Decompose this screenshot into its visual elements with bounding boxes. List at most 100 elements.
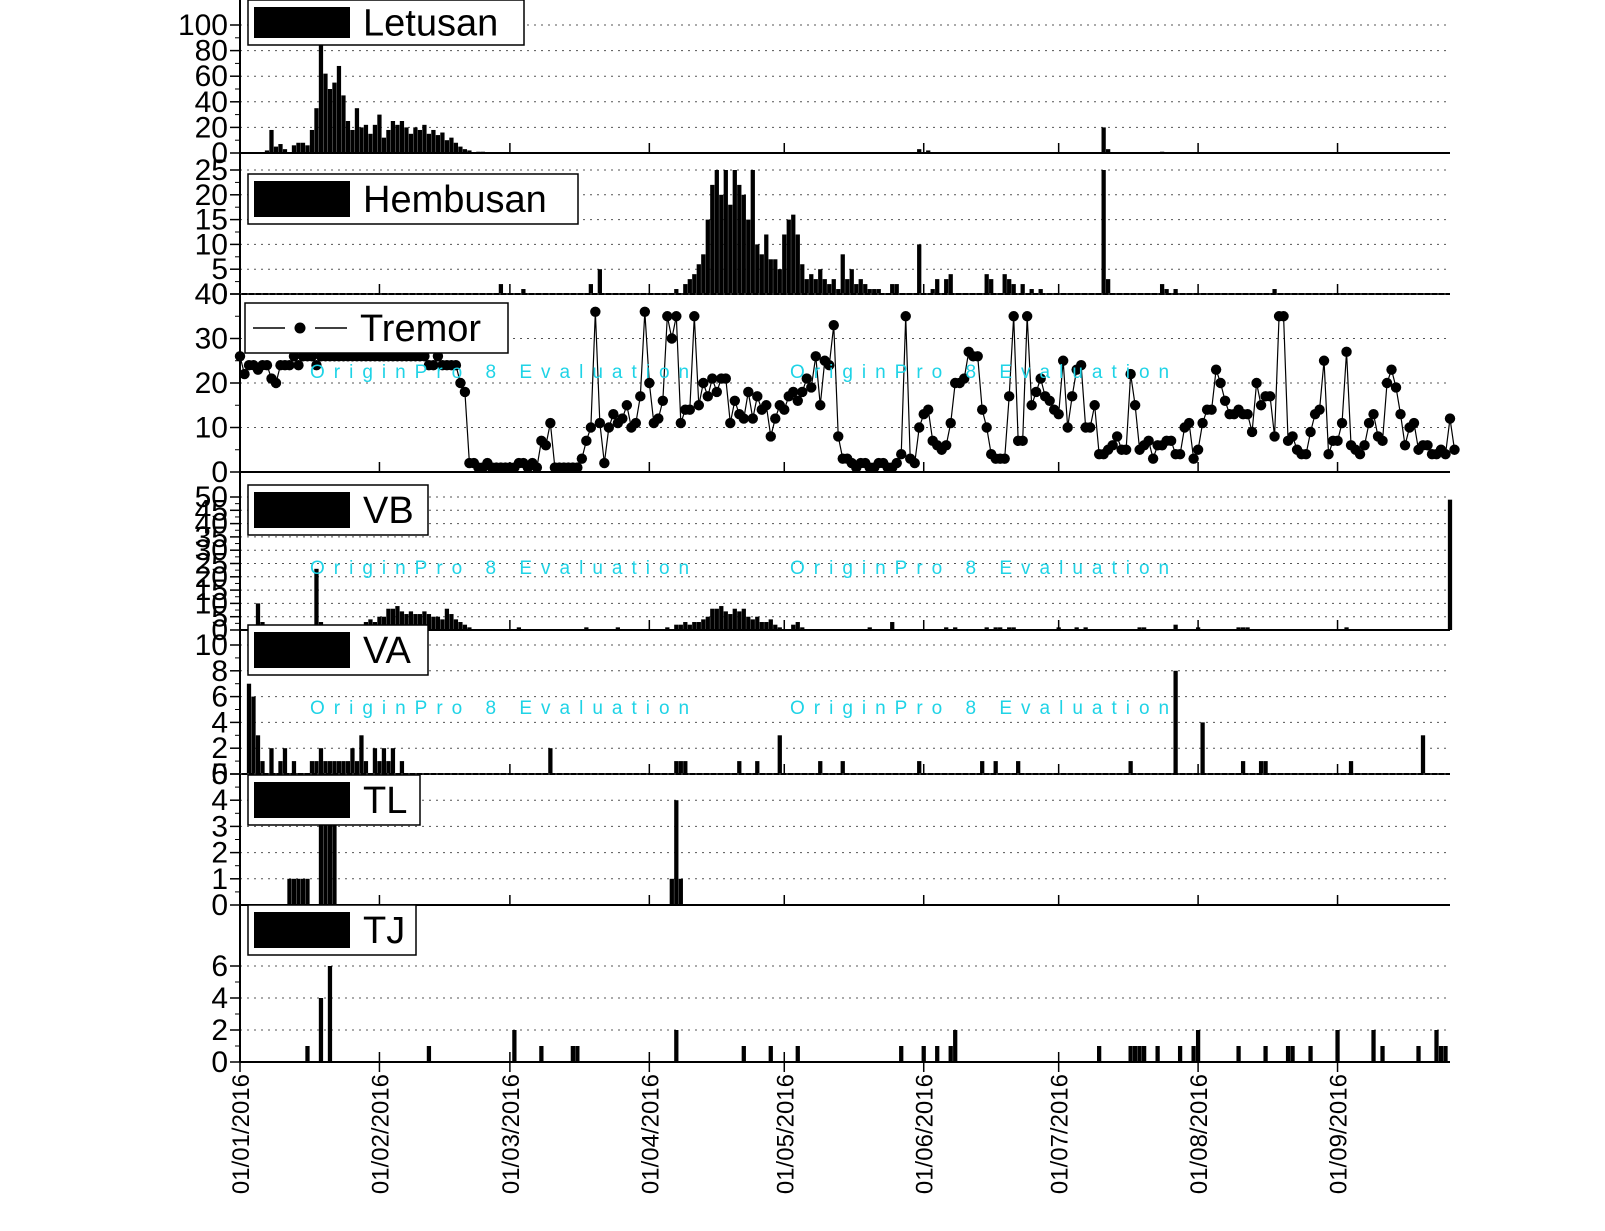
bar	[674, 289, 679, 294]
bar	[413, 127, 418, 153]
y-tick-label: 4	[211, 982, 228, 1015]
bar	[705, 219, 710, 294]
bar	[840, 761, 845, 774]
bar	[953, 1030, 958, 1062]
bar	[854, 284, 859, 294]
y-tick-label: 30	[195, 534, 228, 567]
bar	[678, 761, 683, 774]
bar	[1020, 284, 1025, 294]
data-point	[239, 368, 250, 380]
legend-label: Tremor	[360, 308, 481, 350]
bar	[408, 133, 414, 153]
bar	[674, 624, 679, 630]
data-point	[779, 404, 790, 415]
bar	[453, 619, 459, 630]
y-tick-label: 20	[195, 179, 228, 212]
y-tick-label: 30	[195, 323, 228, 356]
y-tick-label: 2	[211, 837, 228, 870]
data-point	[1278, 311, 1289, 322]
y-tick-label: 0	[211, 889, 228, 922]
bar	[930, 289, 935, 294]
x-tick-label: 01/08/2016	[1186, 1074, 1213, 1194]
bar	[1002, 274, 1007, 294]
bar	[768, 619, 773, 630]
bar	[737, 761, 742, 774]
data-point	[801, 373, 812, 384]
bar	[683, 622, 688, 630]
bar	[422, 124, 427, 153]
bar	[1137, 1046, 1142, 1062]
y-tick-label: 2	[211, 732, 228, 765]
bar	[359, 735, 364, 774]
bar	[845, 279, 850, 294]
bar	[723, 170, 728, 294]
data-point	[1255, 400, 1267, 411]
data-point	[702, 391, 714, 402]
bar	[318, 44, 324, 154]
y-tick-label: 8	[211, 655, 228, 688]
bar	[692, 622, 697, 630]
bar	[755, 761, 760, 774]
x-tick-label: 01/01/2016	[228, 1074, 255, 1194]
bar	[354, 761, 360, 774]
y-tick-label: 15	[195, 204, 228, 237]
data-point	[1341, 346, 1352, 358]
bar	[453, 142, 459, 153]
bar	[1159, 284, 1165, 294]
data-point	[572, 462, 583, 473]
bar	[1447, 499, 1453, 630]
data-point	[671, 311, 682, 322]
bar	[327, 89, 333, 153]
bar	[341, 95, 346, 153]
bar	[678, 624, 683, 630]
data-point	[590, 306, 601, 317]
legend-va: VA	[247, 624, 429, 676]
y-tick-label: 35	[195, 521, 228, 554]
data-point	[1377, 435, 1388, 447]
bar	[1438, 1046, 1444, 1062]
bar	[935, 1046, 940, 1062]
legend-tremor: Tremor	[244, 302, 509, 354]
legend-hembusan: Hembusan	[247, 173, 579, 225]
y-tick-label: 40	[195, 278, 228, 311]
bar	[777, 627, 782, 630]
data-point	[1192, 444, 1204, 455]
bar	[773, 624, 778, 630]
bar	[584, 627, 589, 630]
bar	[440, 619, 445, 630]
data-point	[603, 422, 615, 433]
legend-swatch	[254, 782, 350, 818]
data-point	[1021, 311, 1033, 322]
bar	[701, 619, 706, 630]
data-point	[945, 417, 956, 429]
bar	[669, 878, 674, 905]
bar	[741, 608, 746, 630]
data-point	[1084, 422, 1096, 433]
bar	[395, 606, 400, 630]
bar	[1245, 627, 1250, 630]
bar	[773, 259, 778, 294]
data-point	[657, 395, 669, 406]
data-point	[630, 417, 642, 429]
watermark-text: OriginPro 8 Evaluation	[310, 558, 698, 579]
y-tick-label: 50	[195, 481, 228, 514]
legend-label: Letusan	[363, 3, 498, 45]
bar	[1258, 761, 1264, 774]
data-point	[1399, 440, 1411, 451]
bar	[278, 761, 283, 774]
data-point	[1008, 311, 1019, 322]
data-point	[284, 360, 295, 371]
data-point	[738, 413, 749, 424]
bar	[323, 761, 328, 774]
bar	[858, 279, 863, 294]
y-tick-label: 10	[195, 587, 228, 620]
bar	[813, 279, 818, 294]
bar	[714, 608, 719, 630]
y-tick-label: 60	[195, 60, 228, 93]
bar	[795, 234, 800, 294]
data-point	[689, 311, 700, 322]
data-point	[1183, 417, 1195, 429]
data-point	[761, 400, 772, 411]
data-point	[941, 440, 952, 451]
y-tick-label: 0	[211, 456, 228, 489]
